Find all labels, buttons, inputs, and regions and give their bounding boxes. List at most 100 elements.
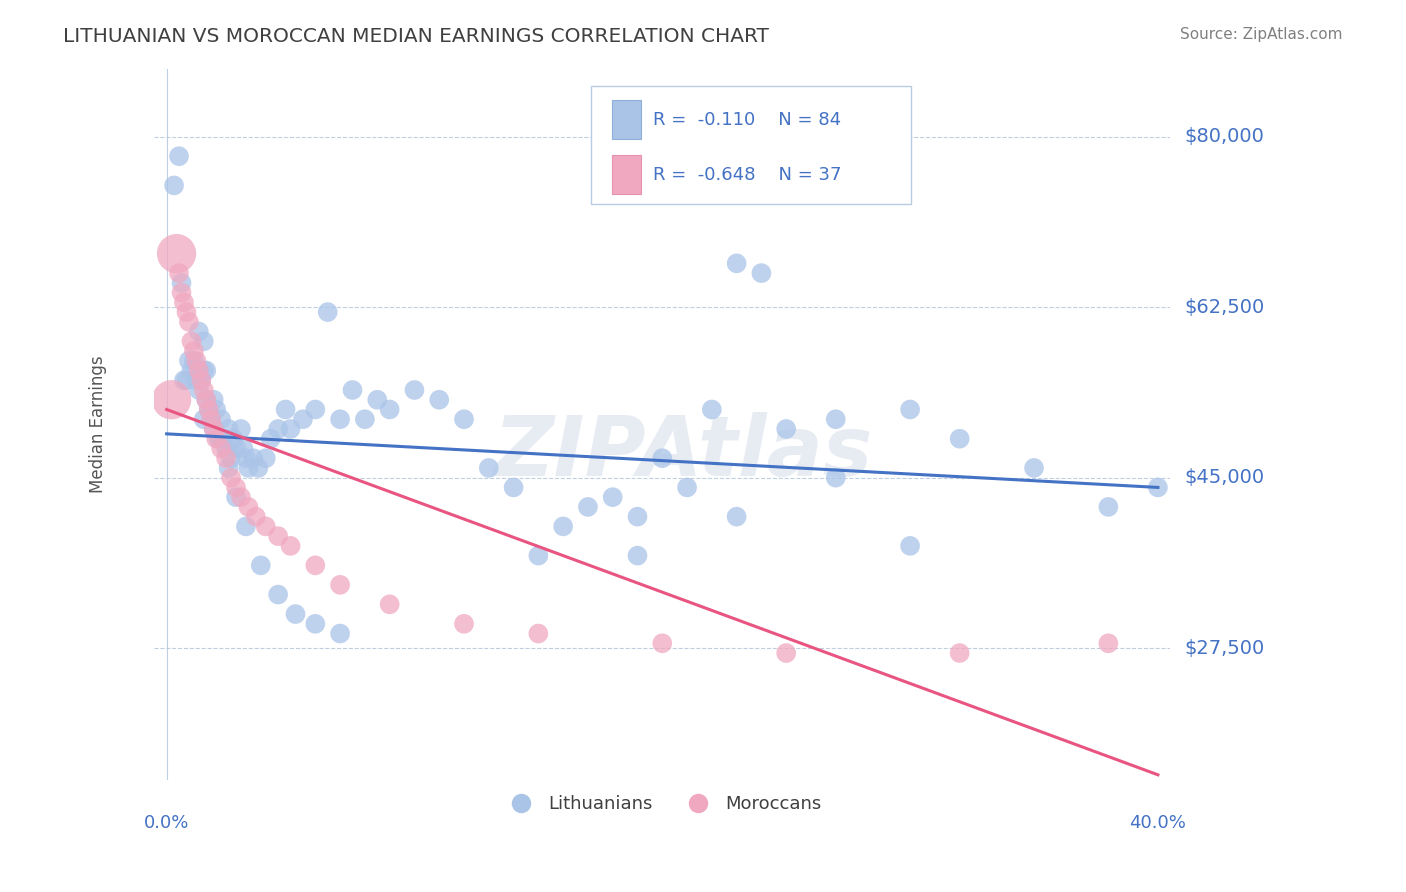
- Point: [284, 607, 307, 621]
- Point: [626, 509, 648, 524]
- Point: [260, 432, 283, 446]
- Point: [215, 442, 238, 456]
- Point: [626, 549, 648, 563]
- Point: [254, 519, 277, 533]
- Point: [197, 402, 219, 417]
- Point: [232, 442, 254, 456]
- Point: [212, 432, 235, 446]
- Point: [197, 402, 219, 417]
- Point: [225, 490, 247, 504]
- Point: [160, 392, 183, 407]
- Point: [205, 402, 228, 417]
- Point: [824, 471, 846, 485]
- Point: [167, 266, 190, 280]
- Point: [824, 412, 846, 426]
- Point: [200, 412, 222, 426]
- Text: $62,500: $62,500: [1184, 298, 1264, 317]
- Point: [1097, 636, 1119, 650]
- Point: [898, 402, 921, 417]
- Text: $45,000: $45,000: [1184, 468, 1264, 487]
- Point: [725, 256, 748, 270]
- Legend: Lithuanians, Moroccans: Lithuanians, Moroccans: [496, 788, 828, 821]
- Point: [329, 412, 352, 426]
- Point: [329, 578, 352, 592]
- Point: [775, 422, 797, 436]
- Point: [219, 451, 242, 466]
- Point: [651, 451, 673, 466]
- Point: [209, 442, 232, 456]
- Point: [177, 315, 200, 329]
- Point: [209, 432, 232, 446]
- Point: [267, 422, 290, 436]
- Point: [329, 626, 352, 640]
- Point: [354, 412, 377, 426]
- FancyBboxPatch shape: [591, 87, 911, 203]
- Point: [186, 373, 208, 387]
- Point: [173, 295, 195, 310]
- Point: [378, 597, 401, 611]
- Point: [238, 500, 260, 514]
- Point: [235, 451, 257, 466]
- Point: [676, 480, 699, 494]
- Point: [274, 402, 297, 417]
- Point: [242, 451, 264, 466]
- Point: [205, 432, 228, 446]
- Point: [173, 373, 195, 387]
- Point: [527, 549, 550, 563]
- Point: [267, 588, 290, 602]
- Point: [342, 383, 364, 397]
- Point: [183, 344, 205, 359]
- Point: [453, 616, 475, 631]
- Point: [222, 432, 245, 446]
- Point: [215, 451, 238, 466]
- Text: 40.0%: 40.0%: [1129, 814, 1187, 832]
- Point: [202, 392, 225, 407]
- Point: [229, 490, 252, 504]
- Point: [193, 383, 215, 397]
- Point: [404, 383, 426, 397]
- Point: [170, 276, 193, 290]
- Point: [186, 353, 208, 368]
- Text: $80,000: $80,000: [1184, 128, 1264, 146]
- Point: [176, 305, 198, 319]
- Point: [245, 509, 267, 524]
- Point: [208, 432, 231, 446]
- Point: [553, 519, 575, 533]
- Text: Source: ZipAtlas.com: Source: ZipAtlas.com: [1180, 27, 1343, 42]
- Point: [576, 500, 599, 514]
- Bar: [613, 100, 641, 139]
- Point: [280, 422, 302, 436]
- Point: [170, 285, 193, 300]
- Point: [366, 392, 388, 407]
- Point: [187, 325, 209, 339]
- Point: [378, 402, 401, 417]
- Point: [225, 442, 247, 456]
- Point: [304, 402, 326, 417]
- Point: [949, 432, 972, 446]
- Point: [163, 178, 186, 193]
- Point: [225, 480, 247, 494]
- Point: [249, 558, 271, 573]
- Point: [190, 373, 212, 387]
- Point: [267, 529, 290, 543]
- Point: [166, 246, 188, 260]
- Point: [200, 412, 222, 426]
- Point: [304, 558, 326, 573]
- Point: [949, 646, 972, 660]
- Point: [898, 539, 921, 553]
- Bar: [613, 155, 641, 194]
- Point: [176, 373, 198, 387]
- Text: 0.0%: 0.0%: [143, 814, 190, 832]
- Point: [183, 353, 205, 368]
- Point: [177, 353, 200, 368]
- Point: [193, 412, 215, 426]
- Point: [195, 363, 218, 377]
- Point: [304, 616, 326, 631]
- Text: $27,500: $27,500: [1184, 639, 1264, 657]
- Point: [219, 471, 242, 485]
- Point: [427, 392, 450, 407]
- Point: [218, 422, 240, 436]
- Point: [193, 363, 215, 377]
- Point: [187, 363, 209, 377]
- Point: [202, 422, 225, 436]
